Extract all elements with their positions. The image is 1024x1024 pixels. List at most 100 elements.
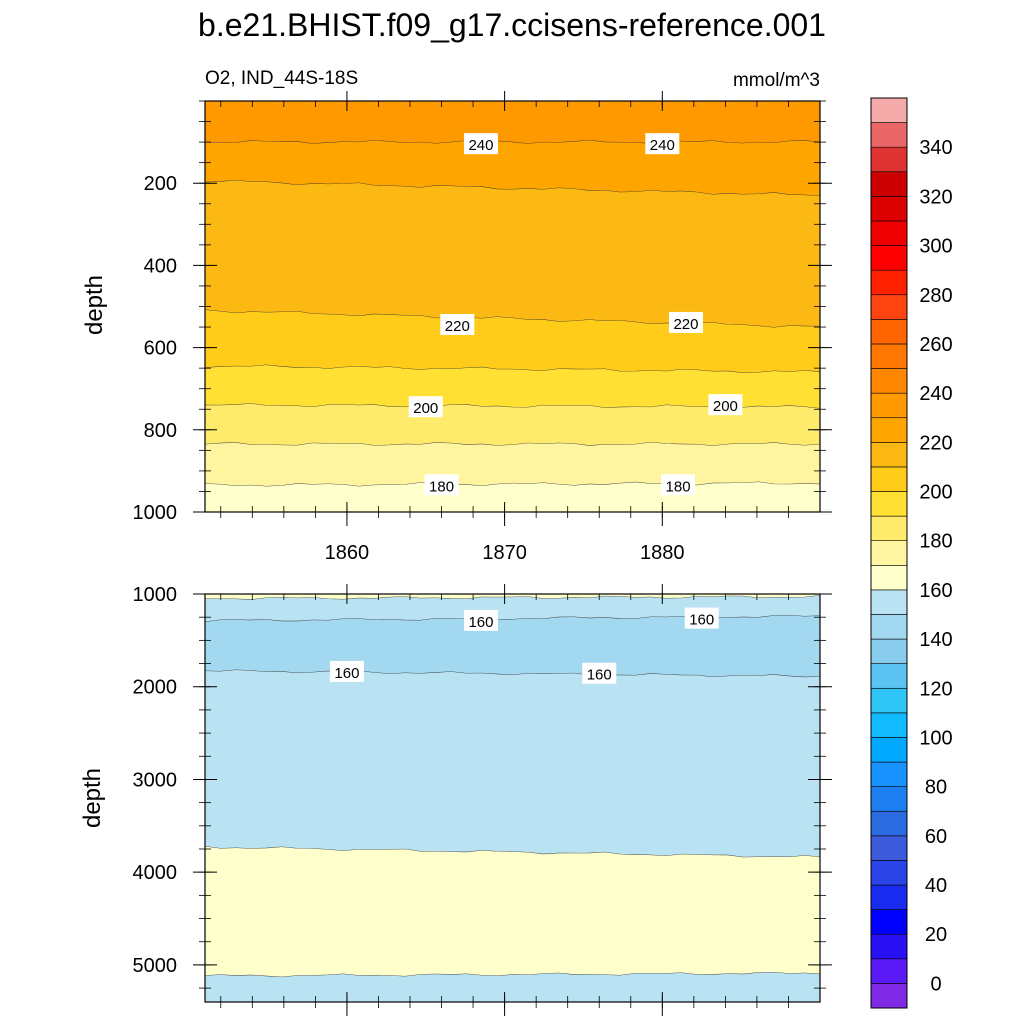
xtick-label-0: 1860 [325, 542, 370, 564]
colorbar-label-1: 20 [925, 924, 947, 946]
variable-label: O2, IND_44S-18S [205, 68, 358, 89]
colorbar-label-17: 340 [919, 137, 952, 159]
lower_panel-contour-label-bg [463, 609, 498, 631]
lower_panel-band-5 [205, 972, 820, 1002]
colorbar-box-16 [870, 589, 908, 615]
colorbar-box-26 [870, 343, 908, 369]
colorbar-box-27 [870, 319, 908, 345]
colorbar-label-9: 180 [919, 531, 952, 553]
colorbar-box-19 [870, 515, 908, 542]
upper_panel-contour-label-text: 200 [713, 398, 738, 415]
upper_panel-contour-label-text: 220 [673, 316, 698, 333]
colorbar-box-24 [870, 392, 908, 419]
colorbar-box-21 [870, 466, 908, 492]
colorbar-box-18 [870, 540, 908, 566]
lower_panel-contour-label-text: 160 [689, 612, 714, 629]
lower_panel-band-2 [205, 615, 820, 678]
colorbar-label-7: 140 [919, 629, 952, 651]
colorbar-label-3: 60 [925, 826, 947, 848]
upper_panel-band-5 [205, 403, 820, 446]
colorbar-box-0 [870, 983, 908, 1009]
lower_panel-contour-label-1: 160 [684, 607, 719, 629]
colorbar-box-9 [870, 761, 908, 787]
upper_panel-contour-label-text: 240 [650, 137, 675, 154]
upper_panel-ytick-label-3: 800 [144, 420, 177, 442]
lower_panel-band-4 [205, 846, 820, 978]
units-label: mmol/m^3 [733, 70, 820, 91]
lower_panel-contour-label-3: 160 [582, 662, 617, 684]
colorbar-box-3 [870, 909, 908, 935]
upper_panel-ytick-label-2: 600 [144, 338, 177, 360]
colorbar-label-12: 240 [919, 383, 952, 405]
colorbar-box-17 [870, 564, 908, 591]
colorbar-label-5: 100 [919, 727, 952, 749]
upper_panel-contour-label-text: 180 [666, 478, 691, 495]
colorbar-label-6: 120 [919, 678, 952, 700]
colorbar-box-36 [870, 97, 908, 123]
colorbar-box-15 [870, 614, 908, 640]
colorbar-frame [870, 97, 908, 1009]
lower_panel-ytick-label-1: 2000 [133, 677, 178, 699]
upper_panel-contour-label-bg [440, 313, 475, 335]
upper_panel-contour-label-4: 200 [408, 396, 443, 418]
upper_panel-contour-label-bg [661, 474, 696, 496]
upper_panel-contour-label-7: 180 [661, 474, 696, 496]
xtick-label-2: 1880 [640, 542, 685, 564]
colorbar-box-10 [870, 737, 908, 763]
colorbar-label-13: 260 [919, 334, 952, 356]
colorbar-box-31 [870, 220, 908, 246]
upper_panel-contour-label-text: 180 [429, 478, 454, 495]
chart-title: b.e21.BHIST.f09_g17.ccisens-reference.00… [198, 7, 826, 43]
colorbar-label-11: 220 [919, 432, 952, 454]
upper_panel-band-1 [205, 140, 820, 196]
lower_panel-contour-label-2: 160 [329, 660, 364, 682]
colorbar-box-6 [870, 835, 908, 861]
colorbar-label-14: 280 [919, 285, 952, 307]
lower_panel-ytick-label-0: 1000 [133, 584, 178, 606]
upper_panel-band-2 [205, 180, 820, 328]
colorbar-box-13 [870, 663, 908, 689]
upper_panel-contour-label-bg [424, 474, 459, 496]
upper_panel-contour-label-bg [408, 396, 443, 418]
lower_panel-contour-label-0: 160 [463, 609, 498, 631]
lower_panel-contour-label-bg [329, 660, 364, 682]
colorbar-box-33 [870, 171, 908, 197]
lower_panel-contour-label-text: 160 [587, 667, 612, 684]
upper_panel-contour-label-text: 200 [413, 400, 438, 417]
colorbar-box-35 [870, 122, 908, 148]
lower-y-axis-label: depth [79, 768, 106, 828]
colorbar-box-5 [870, 860, 908, 886]
upper_panel-band-4 [205, 365, 820, 409]
upper_panel-contour-label-3: 220 [668, 311, 703, 333]
colorbar-box-29 [870, 269, 908, 296]
upper_panel-contour-label-5: 200 [708, 394, 743, 416]
upper_panel-band-6 [205, 442, 820, 487]
upper_panel-contour-label-text: 240 [468, 137, 493, 154]
upper_panel-contour-label-0: 240 [463, 133, 498, 155]
colorbar-box-1 [870, 958, 908, 984]
colorbar-box-12 [870, 687, 908, 714]
colorbar-box-25 [870, 368, 908, 394]
colorbar-label-2: 40 [925, 875, 947, 897]
upper_panel-contour-label-bg [645, 133, 680, 155]
lower_panel-frame [204, 593, 821, 1003]
lower_panel-contour-label-text: 160 [334, 665, 359, 682]
upper_panel-band-0 [205, 101, 820, 144]
upper_panel-contour-label-6: 180 [424, 474, 459, 496]
xtick-label-1: 1870 [482, 542, 527, 564]
upper_panel-ytick-label-4: 1000 [133, 502, 178, 524]
colorbar-box-23 [870, 417, 908, 443]
colorbar-label-10: 200 [919, 482, 952, 504]
lower_panel-contour-label-bg [582, 662, 617, 684]
lower_panel-ytick-label-4: 5000 [133, 955, 178, 977]
colorbar-box-14 [870, 638, 908, 664]
upper_panel-band-3 [205, 309, 820, 373]
upper_panel-ytick-label-0: 200 [144, 173, 177, 195]
upper_panel-ytick-label-1: 400 [144, 255, 177, 277]
colorbar-box-30 [870, 245, 908, 271]
upper-y-axis-label: depth [81, 275, 108, 335]
colorbar-label-15: 300 [919, 236, 952, 258]
colorbar-box-20 [870, 491, 908, 517]
